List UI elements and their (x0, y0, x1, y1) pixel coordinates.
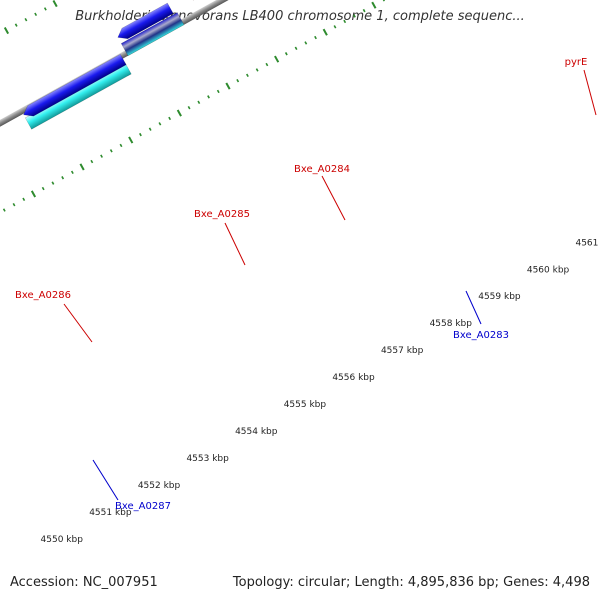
gene-leader-line (465, 290, 482, 325)
scale-tick (34, 12, 38, 17)
scale-tick (70, 170, 74, 175)
scale-tick (333, 25, 337, 29)
scale-tick (343, 19, 347, 24)
scale-tick (41, 186, 45, 191)
scale-tick (22, 197, 26, 202)
scale-tick (284, 52, 288, 56)
gene-leader-line (583, 69, 597, 116)
scale-tick (382, 0, 386, 2)
scale-tick (168, 116, 172, 121)
scale-tick (148, 127, 152, 131)
scale-tick (158, 122, 162, 126)
scale-tick (128, 136, 134, 144)
gene-label[interactable]: Bxe_A0283 (453, 330, 509, 341)
scale-tick (90, 159, 94, 164)
scale-tick (294, 46, 298, 51)
scale-tick (2, 208, 6, 212)
scale-tick (322, 28, 328, 36)
gene-label[interactable]: pyrE (565, 57, 588, 68)
gene-blue-right-feature[interactable] (115, 2, 174, 43)
scale-tick (304, 41, 308, 45)
scale-tick (24, 18, 28, 22)
scale-tick (12, 202, 16, 207)
gene-bxe-a0283-feature[interactable] (24, 62, 132, 130)
scale-tick (61, 176, 65, 180)
scale-tick (255, 68, 259, 72)
gene-label[interactable]: Bxe_A0286 (15, 290, 71, 301)
summary-text: Topology: circular; Length: 4,895,836 bp… (232, 575, 590, 590)
scale-tick (51, 181, 55, 185)
tick-label: 4558 kbp (430, 319, 473, 329)
scale-tick (265, 62, 269, 67)
chromosome-backbone (0, 0, 419, 477)
scale-tick (352, 14, 356, 18)
scale-tick (371, 1, 377, 9)
scale-tick (187, 105, 191, 110)
scale-tick (139, 132, 142, 137)
scale-tick (236, 79, 240, 83)
scale-tick (109, 149, 113, 153)
gene-label[interactable]: Bxe_A0285 (194, 209, 250, 220)
scale-tick (79, 163, 85, 171)
gene-leader-line (63, 303, 93, 343)
scale-tick (100, 154, 103, 158)
tick-label: 4556 kbp (332, 373, 375, 383)
scale-tick (197, 100, 201, 104)
scale-tick (14, 23, 18, 27)
scale-tick (43, 7, 47, 11)
scale-tick (246, 73, 249, 78)
tick-label: 4553 kbp (186, 454, 229, 464)
tick-label: 4554 kbp (235, 427, 278, 437)
scale-tick (119, 143, 123, 148)
gene-leader-line (224, 222, 246, 266)
gene-leader-line (92, 459, 119, 501)
tick-label: 4561 kbp (575, 238, 600, 248)
gene-leader-line (321, 175, 346, 221)
tick-label: 4551 kbp (89, 508, 132, 518)
scale-tick (225, 82, 231, 90)
gene-label[interactable]: Bxe_A0287 (115, 501, 171, 512)
tick-label: 4555 kbp (284, 400, 327, 410)
scale-tick (274, 55, 280, 63)
tick-label: 4557 kbp (381, 346, 424, 356)
scale-tick (176, 109, 182, 117)
gene-multi-feature[interactable] (120, 12, 185, 57)
tick-label: 4559 kbp (478, 292, 521, 302)
scale-tick (207, 95, 210, 99)
gene-label[interactable]: Bxe_A0284 (294, 164, 350, 175)
accession-text: Accession: NC_007951 (10, 575, 158, 590)
scale-tick (314, 35, 317, 40)
gene-blue-large-feature[interactable] (21, 53, 127, 120)
tick-label: 4552 kbp (138, 481, 181, 491)
scale-tick (52, 0, 58, 8)
tick-label: 4560 kbp (527, 265, 570, 275)
scale-tick (362, 8, 366, 13)
scale-tick (216, 89, 220, 94)
scale-tick (3, 26, 10, 35)
scale-tick (30, 190, 37, 198)
tick-label: 4550 kbp (41, 535, 84, 545)
